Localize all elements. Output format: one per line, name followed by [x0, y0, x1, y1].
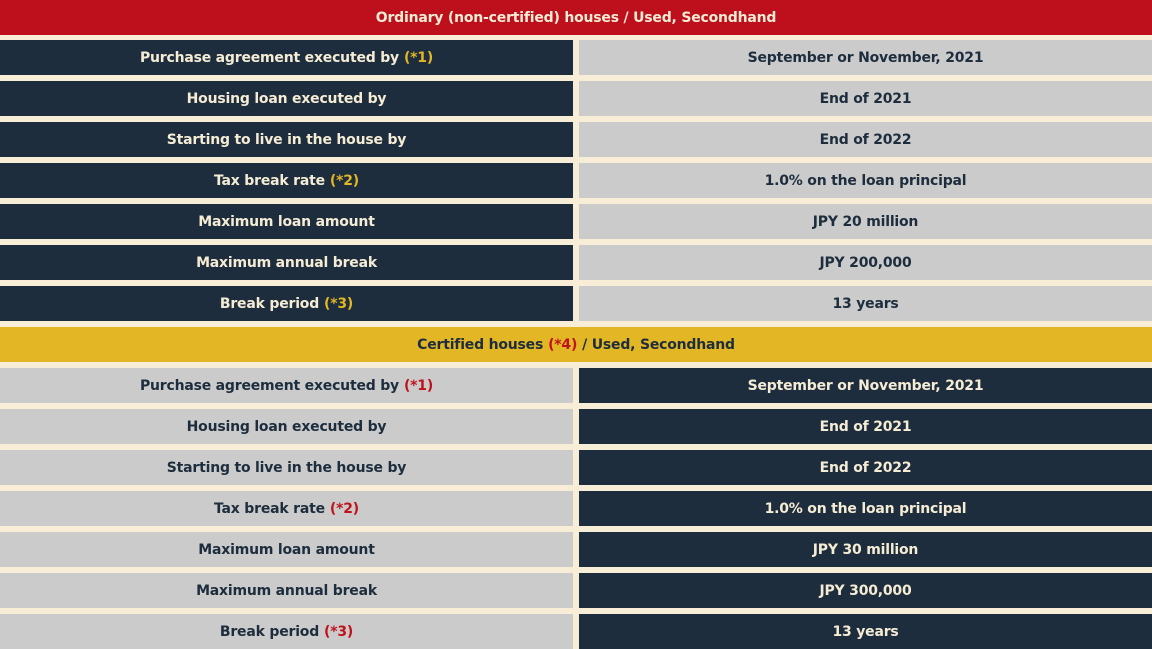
row-label: Starting to live in the house by — [0, 450, 573, 485]
table-row-ordinary-start-living: Starting to live in the house by End of … — [0, 122, 1152, 157]
row-value: JPY 300,000 — [579, 573, 1152, 608]
table-row-certified-housing-loan: Housing loan executed by End of 2021 — [0, 409, 1152, 444]
row-value: September or November, 2021 — [579, 40, 1152, 75]
row-value: 13 years — [579, 286, 1152, 321]
footnote-ref: (*1) — [403, 49, 434, 66]
footnote-ref: (*1) — [403, 377, 434, 394]
table-row-ordinary-purchase-agreement: Purchase agreement executed by (*1) Sept… — [0, 40, 1152, 75]
row-label: Maximum annual break — [0, 245, 573, 280]
row-value: End of 2022 — [579, 450, 1152, 485]
row-label: Break period (*3) — [0, 614, 573, 649]
row-label: Purchase agreement executed by (*1) — [0, 368, 573, 403]
row-value: JPY 30 million — [579, 532, 1152, 567]
row-value: September or November, 2021 — [579, 368, 1152, 403]
row-label: Housing loan executed by — [0, 81, 573, 116]
footnote-ref: (*2) — [329, 500, 359, 517]
table-row-certified-max-loan: Maximum loan amount JPY 30 million — [0, 532, 1152, 567]
row-label: Tax break rate (*2) — [0, 491, 573, 526]
row-label: Tax break rate (*2) — [0, 163, 573, 198]
row-label: Maximum loan amount — [0, 204, 573, 239]
table-row-certified-purchase-agreement: Purchase agreement executed by (*1) Sept… — [0, 368, 1152, 403]
table-row-certified-max-annual-break: Maximum annual break JPY 300,000 — [0, 573, 1152, 608]
ordinary-section-header: Ordinary (non-certified) houses / Used, … — [0, 0, 1152, 35]
row-label: Maximum annual break — [0, 573, 573, 608]
table-row-ordinary-tax-break-rate: Tax break rate (*2) 1.0% on the loan pri… — [0, 163, 1152, 198]
row-value: JPY 200,000 — [579, 245, 1152, 280]
row-value: End of 2021 — [579, 81, 1152, 116]
table-row-ordinary-max-loan: Maximum loan amount JPY 20 million — [0, 204, 1152, 239]
row-label: Starting to live in the house by — [0, 122, 573, 157]
row-value: End of 2022 — [579, 122, 1152, 157]
certified-header-suffix: / Used, Secondhand — [582, 336, 735, 353]
footnote-ref: (*4) — [548, 336, 578, 353]
table-row-certified-tax-break-rate: Tax break rate (*2) 1.0% on the loan pri… — [0, 491, 1152, 526]
ordinary-header-title: Ordinary (non-certified) houses / Used, … — [375, 9, 777, 26]
table-row-certified-start-living: Starting to live in the house by End of … — [0, 450, 1152, 485]
footnote-ref: (*3) — [324, 295, 354, 312]
row-value: 1.0% on the loan principal — [579, 491, 1152, 526]
certified-section-header: Certified houses (*4) / Used, Secondhand — [0, 327, 1152, 362]
table-row-certified-break-period: Break period (*3) 13 years — [0, 614, 1152, 649]
row-label: Housing loan executed by — [0, 409, 573, 444]
row-label: Break period (*3) — [0, 286, 573, 321]
table-row-ordinary-break-period: Break period (*3) 13 years — [0, 286, 1152, 321]
footnote-ref: (*3) — [324, 623, 354, 640]
row-value: 1.0% on the loan principal — [579, 163, 1152, 198]
certified-header-prefix: Certified houses — [417, 336, 544, 353]
row-value: 13 years — [579, 614, 1152, 649]
row-label: Purchase agreement executed by (*1) — [0, 40, 573, 75]
row-label: Maximum loan amount — [0, 532, 573, 567]
footnote-ref: (*2) — [329, 172, 359, 189]
table-row-ordinary-housing-loan: Housing loan executed by End of 2021 — [0, 81, 1152, 116]
row-value: End of 2021 — [579, 409, 1152, 444]
row-value: JPY 20 million — [579, 204, 1152, 239]
table-row-ordinary-max-annual-break: Maximum annual break JPY 200,000 — [0, 245, 1152, 280]
